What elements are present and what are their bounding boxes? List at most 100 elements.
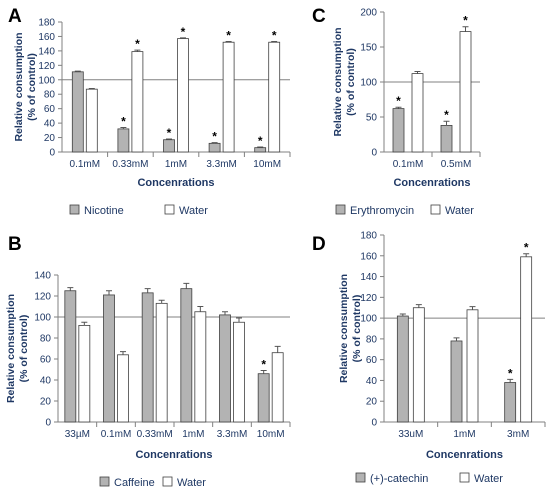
x-tick-label: 3.3mM	[206, 159, 237, 170]
error-bar	[74, 70, 81, 72]
bar-water	[411, 73, 424, 153]
bar-water	[194, 311, 207, 423]
x-tick-label: 3.3mM	[217, 429, 248, 440]
significance-star: *	[508, 366, 513, 380]
error-bar	[67, 287, 74, 291]
bar-water	[117, 354, 129, 423]
bar-water	[466, 309, 479, 423]
significance-star: *	[212, 130, 217, 144]
error-bar	[236, 317, 242, 323]
y-tick-label: 150	[360, 43, 377, 54]
error-bar	[523, 253, 530, 257]
significance-star: *	[226, 29, 231, 43]
error-bar	[106, 290, 112, 295]
y-tick-label: 180	[38, 18, 55, 29]
y-tick-label: 80	[366, 334, 378, 345]
legend-swatch	[162, 476, 173, 487]
bar-treatment	[180, 288, 193, 423]
y-axis-title: Relative consumption(% of control)	[13, 32, 38, 141]
significance-star: *	[181, 25, 186, 39]
y-tick-label: 0	[371, 418, 377, 429]
y-tick-label: 20	[44, 133, 56, 144]
y-axis-title-line: Relative consumption	[332, 27, 344, 136]
error-bar	[144, 288, 151, 293]
bar-water	[222, 41, 235, 153]
error-bar	[225, 41, 232, 43]
error-bar	[222, 311, 228, 315]
bar-treatment	[392, 108, 405, 153]
error-bar	[443, 120, 450, 126]
y-tick-label: 0	[371, 148, 377, 159]
x-tick-label: 1mM	[165, 159, 187, 170]
error-bar	[462, 26, 469, 32]
bar-treatment	[254, 147, 267, 153]
significance-star: *	[272, 29, 277, 43]
bar-treatment	[504, 382, 517, 423]
x-tick-label: 1mM	[182, 429, 204, 440]
chart-panel-c: C 0 50 100 150 200 0.1mM * 0.5mM * * Relative consu…	[312, 6, 481, 217]
significance-star: *	[396, 94, 401, 108]
bar-water	[131, 51, 144, 153]
y-axis-title: Relative consumption(% of control)	[332, 27, 357, 136]
y-tick-label: 40	[40, 376, 52, 387]
x-axis-title: Concenrations	[135, 449, 212, 461]
bar-water	[177, 38, 189, 153]
y-tick-label: 120	[38, 61, 55, 72]
legend-swatch	[164, 204, 175, 215]
bar-water	[459, 31, 472, 153]
legend-swatch	[430, 204, 441, 215]
y-tick-label: 60	[44, 104, 56, 115]
bar-treatment	[440, 125, 453, 153]
x-tick-label: 33µM	[65, 429, 90, 440]
y-axis-title-line: (% of control)	[345, 48, 357, 116]
y-tick-label: 0	[45, 418, 51, 429]
y-tick-label: 20	[366, 397, 378, 408]
error-bar	[415, 304, 422, 308]
y-tick-label: 100	[360, 78, 377, 89]
bar-treatment	[71, 71, 84, 153]
bar-treatment	[219, 314, 231, 423]
panel-label: D	[312, 234, 326, 255]
y-tick-label: 120	[34, 292, 51, 303]
error-bar	[120, 126, 127, 129]
y-tick-label: 140	[38, 46, 55, 57]
bar-water	[520, 256, 533, 423]
error-bar	[414, 71, 421, 74]
legend-label: Water	[177, 477, 206, 489]
legend-label: (+)-catechin	[370, 473, 428, 485]
y-tick-label: 80	[44, 90, 56, 101]
y-tick-label: 180	[360, 231, 377, 242]
bar-treatment	[64, 290, 77, 423]
y-tick-label: 100	[38, 75, 55, 86]
bar-water	[85, 88, 98, 153]
panel-label: C	[312, 6, 326, 27]
y-tick-label: 20	[40, 397, 52, 408]
error-bar	[211, 142, 218, 144]
x-tick-label: 3mM	[507, 429, 529, 440]
y-tick-label: 160	[360, 251, 377, 262]
y-axis-title: Relative consumption(% of control)	[338, 274, 363, 383]
legend-label: Caffeine	[114, 477, 155, 489]
error-bar	[453, 337, 460, 341]
legend-swatch	[99, 476, 110, 487]
bar-treatment	[450, 340, 463, 423]
x-tick-label: 0.5mM	[441, 159, 472, 170]
legend-label: Water	[445, 205, 474, 217]
significance-star: *	[258, 134, 263, 148]
bar-water	[268, 41, 281, 153]
x-tick-label: 1mM	[453, 429, 475, 440]
error-bar	[166, 138, 172, 140]
y-tick-label: 40	[366, 376, 378, 387]
error-bar	[260, 370, 267, 374]
bar-treatment	[208, 142, 221, 153]
error-bar	[399, 313, 406, 317]
error-bar	[469, 306, 476, 310]
significance-star: *	[444, 108, 449, 122]
y-axis-title-line: (% of control)	[351, 295, 363, 363]
significance-star: *	[463, 14, 468, 28]
error-bar	[257, 146, 264, 148]
error-bar	[197, 306, 204, 312]
bar-water	[233, 321, 245, 423]
error-bar	[134, 49, 141, 52]
